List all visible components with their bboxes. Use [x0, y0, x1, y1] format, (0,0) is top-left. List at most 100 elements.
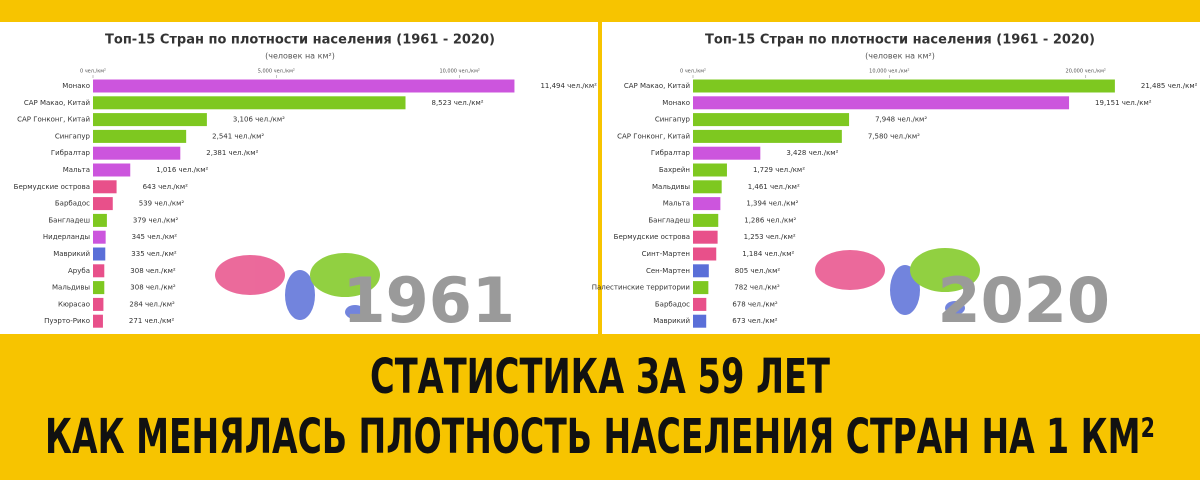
x-tick-label: 10,000 чел./км² [439, 69, 479, 75]
category-label: Бермудские острова [14, 183, 90, 191]
chart-title: Топ-15 Стран по плотности населения (196… [705, 33, 1095, 48]
category-label: Кюрасао [58, 300, 90, 308]
bar [693, 213, 719, 227]
value-label: 1,729 чел./км² [753, 166, 805, 174]
category-label: Синт-Мартен [642, 250, 690, 258]
bar [93, 129, 187, 143]
value-label: 3,106 чел./км² [233, 116, 285, 124]
value-label: 3,428 чел./км² [786, 149, 838, 157]
bar [693, 297, 707, 311]
bar [693, 247, 717, 261]
bar [693, 129, 842, 143]
bar [693, 96, 1070, 110]
bar [693, 230, 718, 244]
bar [93, 96, 406, 110]
bar [93, 180, 117, 194]
category-label: Мальта [63, 166, 90, 174]
value-label: 1,184 чел./км² [742, 250, 794, 258]
bar [93, 163, 131, 177]
value-label: 21,485 чел./км² [1141, 82, 1198, 90]
category-label: Бангладеш [48, 216, 90, 224]
banner-line: КАК МЕНЯЛАСЬ ПЛОТНОСТЬ НАСЕЛЕНИЯ СТРАН Н… [45, 409, 1155, 465]
category-label: Сингапур [55, 132, 91, 140]
value-label: 1,016 чел./км² [156, 166, 208, 174]
value-label: 19,151 чел./км² [1095, 99, 1152, 107]
chart-title: Топ-15 Стран по плотности населения (196… [105, 33, 495, 48]
bar [93, 79, 515, 93]
category-label: Барбадос [55, 200, 90, 208]
bar [693, 79, 1115, 93]
value-label: 643 чел./км² [143, 183, 189, 191]
category-label: Барбадос [655, 300, 690, 308]
category-label: Сингапур [655, 116, 691, 124]
category-label: САР Макао, Китай [624, 82, 690, 90]
bar [693, 146, 761, 160]
banner-line: СТАТИСТИКА ЗА 59 ЛЕТ [370, 349, 830, 405]
value-label: 2,541 чел./км² [212, 132, 264, 140]
value-label: 8,523 чел./км² [432, 99, 484, 107]
value-label: 539 чел./км² [139, 200, 185, 208]
bar [93, 247, 106, 261]
value-label: 2,381 чел./км² [206, 149, 258, 157]
bar [93, 113, 207, 127]
category-label: Маврикий [53, 250, 90, 258]
category-label: САР Гонконг, Китай [617, 132, 690, 140]
value-label: 1,394 чел./км² [746, 200, 798, 208]
x-tick-label: 0 чел./км² [80, 69, 106, 75]
category-label: САР Макао, Китай [24, 99, 90, 107]
category-label: САР Гонконг, Китай [17, 116, 90, 124]
value-label: 7,580 чел./км² [868, 132, 920, 140]
value-label: 271 чел./км² [129, 317, 175, 325]
bar [93, 213, 107, 227]
bar [93, 281, 105, 295]
map-decoration [215, 248, 980, 320]
category-label: Мальдивы [52, 284, 90, 292]
year-label: 2020 [937, 264, 1110, 337]
bar [693, 163, 727, 177]
bar [693, 197, 721, 211]
category-label: Пуэрто-Рико [44, 317, 90, 325]
value-label: 308 чел./км² [130, 267, 176, 275]
bar [693, 314, 707, 328]
bar [693, 180, 722, 194]
chart-subtitle: (человек на км²) [865, 52, 935, 61]
bar [93, 146, 181, 160]
bar [93, 264, 105, 278]
category-label: Сен-Мартен [646, 267, 690, 275]
value-label: 335 чел./км² [131, 250, 177, 258]
x-tick-label: 10,000 чел./км² [869, 69, 909, 75]
bar [93, 314, 103, 328]
x-tick-label: 20,000 чел./км² [1066, 69, 1106, 75]
category-label: Мальдивы [652, 183, 690, 191]
value-label: 11,494 чел./км² [540, 82, 597, 90]
bar [93, 230, 106, 244]
year-label: 1961 [342, 264, 515, 337]
value-label: 308 чел./км² [130, 284, 176, 292]
value-label: 1,253 чел./км² [744, 233, 796, 241]
category-label: Бермудские острова [614, 233, 690, 241]
category-label: Аруба [68, 267, 90, 275]
category-label: Мальта [663, 200, 690, 208]
value-label: 1,461 чел./км² [748, 183, 800, 191]
category-label: Нидерланды [43, 233, 90, 241]
x-tick-label: 5,000 чел./км² [258, 69, 295, 75]
value-label: 673 чел./км² [732, 317, 778, 325]
category-label: Бахрейн [659, 166, 690, 174]
value-label: 284 чел./км² [129, 300, 175, 308]
value-label: 782 чел./км² [734, 284, 780, 292]
chart-subtitle: (человек на км²) [265, 52, 335, 61]
category-label: Гибралтар [651, 149, 691, 157]
value-label: 345 чел./км² [132, 233, 178, 241]
x-tick-label: 0 чел./км² [680, 69, 706, 75]
value-label: 1,286 чел./км² [744, 216, 796, 224]
category-label: Маврикий [653, 317, 690, 325]
value-label: 379 чел./км² [133, 216, 179, 224]
category-label: Бангладеш [648, 216, 690, 224]
value-label: 678 чел./км² [732, 300, 778, 308]
value-label: 7,948 чел./км² [875, 116, 927, 124]
category-label: Гибралтар [51, 149, 91, 157]
bar [93, 197, 113, 211]
category-label: Монако [662, 99, 690, 107]
